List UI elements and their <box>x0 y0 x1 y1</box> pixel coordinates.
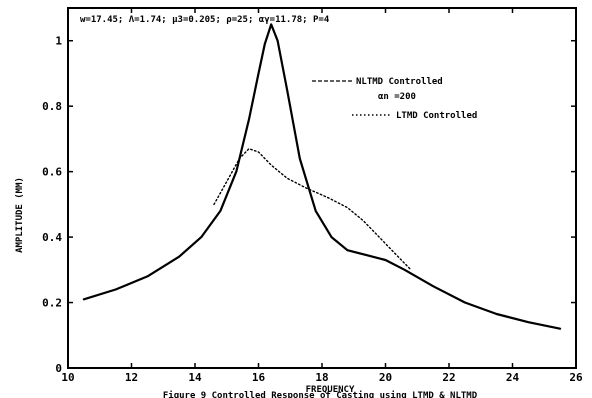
x-axis-ticks: 10 12 14 16 18 20 22 24 26 <box>61 8 583 384</box>
y-tick-label: 0.2 <box>42 297 62 310</box>
y-tick-label: 1 <box>55 35 62 48</box>
series-layer <box>82 23 562 330</box>
y-axis-label: AMPLITUDE (MM) <box>15 177 25 253</box>
x-tick-label: 14 <box>188 371 202 384</box>
y-tick-label: 0 <box>55 362 62 375</box>
y-tick-label: 0.6 <box>42 166 62 179</box>
x-tick-label: 12 <box>125 371 138 384</box>
series-line-nltmd <box>82 23 562 330</box>
legend-label-nltmd: NLTMD Controlled <box>356 77 443 87</box>
x-tick-label: 16 <box>252 371 266 384</box>
legend: NLTMD Controlled αn =200 LTMD Controlled <box>312 77 477 121</box>
x-tick-label: 10 <box>61 371 74 384</box>
legend-label-alpha: αn =200 <box>378 92 416 102</box>
series-line-ltmd <box>213 148 412 271</box>
legend-label-ltmd: LTMD Controlled <box>396 111 477 121</box>
figure-caption: Figure 9 Controlled Response of Casting … <box>163 390 478 398</box>
x-tick-label: 18 <box>315 371 328 384</box>
y-tick-label: 0.8 <box>42 100 62 113</box>
x-axis-label: FREQUENCY <box>306 385 355 395</box>
x-tick-label: 26 <box>569 371 583 384</box>
x-tick-label: 22 <box>442 371 455 384</box>
params-annotation: w=17.45; Λ=1.74; μ3=0.205; ρ=25; αγ=11.7… <box>80 15 330 25</box>
y-axis-ticks: 0 0.2 0.4 0.6 0.8 1 <box>42 35 576 375</box>
x-tick-label: 20 <box>379 371 392 384</box>
y-tick-label: 0.4 <box>42 231 62 244</box>
x-tick-label: 24 <box>506 371 520 384</box>
